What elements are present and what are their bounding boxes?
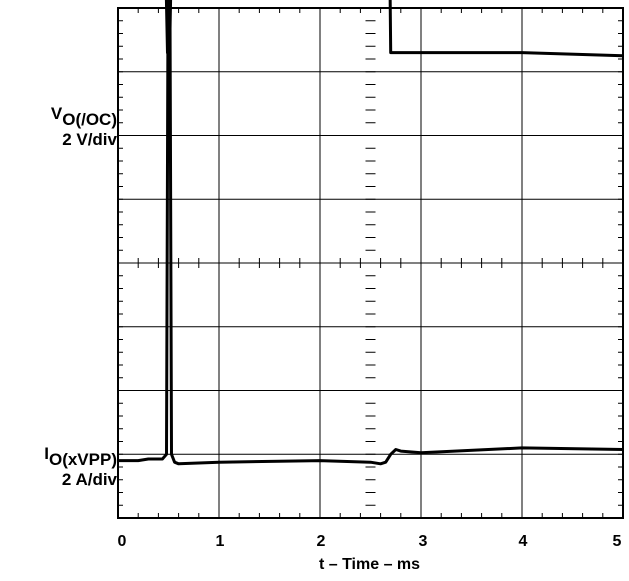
channel-2-label-sub: O(xVPP)	[48, 450, 117, 469]
x-tick-label: 3	[418, 533, 428, 550]
x-tick-label: 5	[612, 533, 622, 550]
channel-2-label-main: I	[44, 444, 49, 463]
channel-1-label: VO(/OC) 2 V/div	[51, 104, 117, 150]
channel-2-scale: 2 A/div	[61, 470, 117, 489]
grid	[118, 8, 623, 518]
channel-2-trace	[118, 0, 624, 466]
x-tick-label: 2	[316, 533, 326, 550]
channel-1-scale: 2 V/div	[62, 130, 117, 149]
channel-2-label: IO(xVPP) 2 A/div	[44, 444, 117, 490]
x-tick-label: 1	[215, 533, 225, 550]
traces	[118, 0, 624, 466]
channel-1-label-main: V	[50, 104, 63, 123]
x-axis-title: t – Time – ms	[318, 556, 421, 573]
x-tick-label: 0	[117, 533, 127, 550]
plot-frame	[117, 7, 624, 519]
channel-1-label-sub: O(/OC)	[62, 110, 117, 129]
channel-1-trace	[164, 0, 624, 58]
x-tick-label: 4	[518, 533, 528, 550]
